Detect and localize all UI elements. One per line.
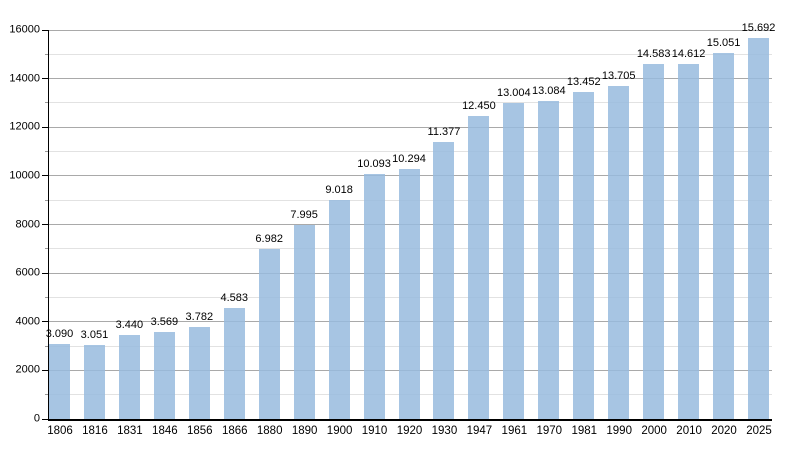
y-axis-tick-label: 10000 (9, 169, 40, 182)
bar-value-label: 15.051 (706, 37, 741, 50)
bar-value-label: 3.569 (150, 316, 179, 329)
bar (608, 85, 630, 419)
bar-value-label: 3.440 (115, 319, 144, 332)
bar (503, 102, 525, 419)
bar-value-label: 13.705 (601, 69, 636, 82)
x-axis-tick-label: 1990 (606, 425, 632, 437)
y-axis-tick-label: 16000 (9, 23, 40, 36)
bar-value-label: 3.051 (80, 328, 109, 341)
bar-value-label: 14.583 (636, 48, 671, 61)
x-axis-tick-label: 1846 (152, 425, 178, 437)
bar-value-label: 12.450 (462, 100, 496, 113)
y-axis-tick-label: 14000 (9, 72, 40, 85)
y-axis-tick-label: 12000 (9, 120, 40, 133)
y-axis-major-tick (42, 418, 48, 420)
plot-area: 3.090 3.051 3.440 3.569 3.782 4.583 6.982 7.995… (45, 22, 775, 421)
y-axis-major-tick (42, 175, 48, 177)
bar (118, 335, 140, 419)
y-axis-major-tick (42, 78, 48, 80)
bar (468, 116, 490, 419)
bar (83, 344, 105, 419)
bar-value-label: 4.583 (220, 291, 249, 304)
bar (643, 64, 665, 419)
bar (748, 37, 769, 419)
y-axis-minor-tick (45, 199, 48, 201)
x-axis-tick-label: 1961 (501, 425, 528, 437)
y-axis-major-tick (42, 321, 48, 323)
x-axis-tick-label: 2000 (641, 425, 667, 437)
bar-value-label: 10.294 (392, 152, 426, 165)
bar-value-label: 3.782 (185, 311, 214, 324)
bar-value-label: 13.084 (531, 84, 566, 97)
bar (363, 173, 385, 419)
x-axis-tick-label: 1981 (571, 425, 598, 437)
x-axis-tick-label: 2020 (711, 425, 737, 437)
x-axis-tick-label: 2010 (676, 425, 702, 437)
y-axis-minor-tick (45, 248, 48, 250)
gridline-minor (49, 53, 772, 55)
y-axis-tick-label: 6000 (15, 266, 40, 279)
bar (258, 249, 280, 419)
bar (713, 53, 735, 419)
bar-value-label: 13.452 (566, 75, 601, 88)
y-axis-minor-tick (45, 102, 48, 104)
bar (293, 224, 315, 419)
y-axis-major-tick (42, 126, 48, 128)
bar-value-label: 10.093 (357, 157, 391, 170)
bar (223, 307, 245, 419)
x-axis-tick-label: 1910 (361, 425, 388, 437)
bar (678, 63, 700, 419)
x-axis-tick-label: 1856 (187, 425, 213, 437)
bar-value-label: 7.995 (290, 208, 318, 221)
x-axis-tick-label: 1947 (466, 425, 493, 437)
gridline-minor (49, 102, 772, 104)
gridline-major (49, 29, 772, 31)
bar (538, 100, 560, 419)
bar-value-label: 6.982 (255, 233, 283, 246)
y-axis-tick-label: 0 (33, 412, 40, 425)
bar (49, 343, 70, 419)
y-axis-tick-label: 8000 (15, 218, 40, 230)
x-axis-tick-label: 1816 (82, 425, 108, 437)
bar (433, 142, 455, 419)
y-axis-major-tick (42, 272, 48, 274)
bar (398, 168, 420, 419)
bar (328, 199, 350, 419)
x-axis-tick-label: 1900 (326, 425, 353, 437)
bar-value-label: 3.090 (45, 327, 74, 340)
x-axis-tick-label: 1866 (221, 425, 248, 437)
bar (153, 332, 175, 419)
y-axis-major-tick (42, 29, 48, 31)
y-axis-major-tick (42, 224, 48, 225)
y-axis-minor-tick (45, 296, 48, 298)
y-axis-minor-tick (45, 151, 48, 153)
bar-value-label: 9.018 (325, 183, 353, 196)
x-axis-tick-label: 1970 (536, 425, 563, 437)
y-axis-tick-label: 4000 (15, 315, 40, 328)
bar (188, 327, 210, 419)
gridline-major (49, 126, 772, 128)
gridline-major (49, 78, 772, 80)
x-axis-tick-label: 1880 (256, 425, 283, 437)
y-axis-major-tick (42, 369, 48, 371)
bar-value-label: 15.692 (741, 21, 776, 34)
y-axis-minor-tick (45, 394, 48, 396)
x-axis-tick-label: 1930 (431, 425, 458, 437)
x-axis-tick-label: 1806 (47, 425, 73, 437)
bar-value-label: 11.377 (427, 126, 461, 139)
gridline-minor (49, 151, 772, 153)
x-axis-tick-label: 2025 (746, 425, 772, 437)
bar-value-label: 14.612 (671, 47, 706, 60)
x-axis-tick-label: 1920 (396, 425, 423, 437)
y-axis-minor-tick (45, 345, 48, 347)
bar-value-label: 13.004 (497, 86, 531, 99)
y-axis-tick-label: 2000 (15, 363, 40, 376)
x-axis-tick-label: 1831 (117, 425, 143, 437)
bar (573, 91, 595, 419)
x-axis-tick-label: 1890 (291, 425, 318, 437)
y-axis-minor-tick (45, 53, 48, 55)
